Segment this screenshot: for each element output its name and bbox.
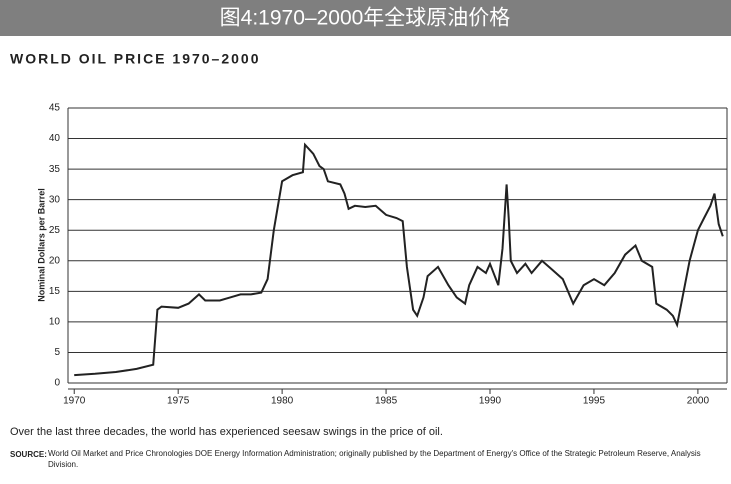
y-tick-label: 30	[49, 194, 61, 205]
x-tick-label: 1985	[375, 396, 398, 407]
header: 图4:1970–2000年全球原油价格	[220, 7, 511, 30]
source: World Oil Market and Price Chronologies …	[48, 449, 701, 469]
y-tick-label: 10	[49, 317, 61, 328]
x-tick-label: 1995	[583, 396, 606, 407]
y-tick-label: 20	[49, 255, 61, 266]
x-tick-label: 1990	[479, 396, 502, 407]
x-tick-label: 2000	[687, 396, 710, 407]
x-tick-label: 1980	[271, 396, 294, 407]
x-tick-label: 1970	[63, 396, 86, 407]
caption: Over the last three decades, the world h…	[10, 426, 443, 438]
x-tick-label: 1975	[167, 396, 190, 407]
y-tick-label: 5	[54, 347, 60, 358]
y-tick-label: 0	[54, 378, 60, 389]
chart-title: WORLD OIL PRICE 1970–2000	[10, 51, 260, 67]
y-tick-label: 25	[49, 225, 61, 236]
y-tick-label: 45	[49, 103, 61, 114]
price-line	[74, 142, 724, 377]
header-banner	[0, 0, 731, 36]
y-tick-label: 40	[49, 133, 61, 144]
source-label: SOURCE:	[10, 450, 47, 459]
y-axis-label: Nominal Dollars per Barrel	[36, 188, 46, 302]
source-box: World Oil Market and Price Chronologies …	[48, 449, 701, 469]
y-tick-label: 35	[49, 164, 61, 175]
y-tick-label: 15	[49, 286, 61, 297]
